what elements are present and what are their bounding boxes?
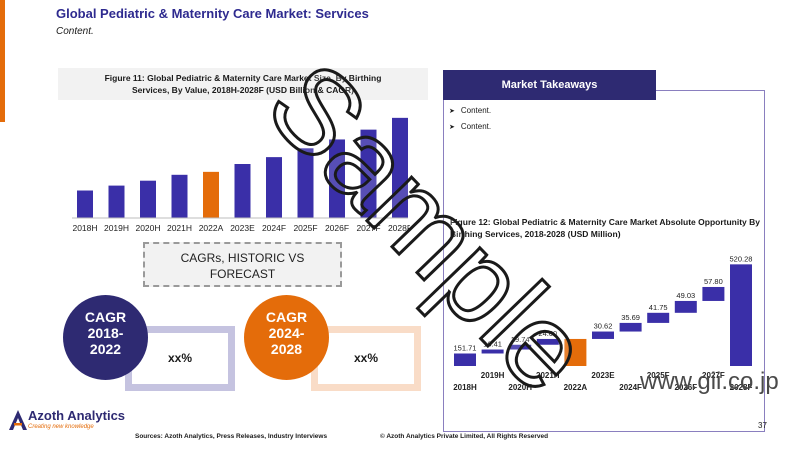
cagr-box-line1: CAGRs, HISTORIC VS [180, 251, 305, 265]
value-label: 49.03 [676, 291, 695, 300]
bar-2026F [329, 139, 345, 218]
takeaway-text: Content. [460, 122, 492, 131]
azoth-logo-icon [9, 410, 27, 430]
x-tick-label: 2026F [325, 223, 349, 233]
x-tick-label: 2027F [702, 371, 725, 380]
x-tick-label: 2019H [104, 223, 129, 233]
x-tick-label: 2023E [230, 223, 255, 233]
takeaway-item: ➤ Content. [449, 122, 491, 131]
footer-copyright: © Azoth Analytics Private Limited, All R… [380, 433, 549, 440]
arrow-bullet-icon: ➤ [449, 108, 455, 115]
azoth-logo: Azoth Analytics Creating new knowledge [8, 408, 125, 437]
x-tick-label: 2022A [564, 383, 588, 392]
cagr-forecast-period-line2: 2028 [270, 341, 303, 357]
x-tick-label: 2021H [536, 371, 560, 380]
bar-2019H [108, 185, 125, 218]
bar-2027F [360, 129, 377, 218]
cagr-forecast-badge: CAGR 2024- 2028 [244, 295, 329, 380]
left-figure-title-line1: Figure 11: Global Pediatric & Maternity … [104, 73, 382, 83]
x-tick-label: 2022A [199, 223, 224, 233]
bar-2025F [297, 148, 314, 218]
x-tick-label: 2024F [619, 383, 642, 392]
value-label: 520.28 [730, 254, 753, 263]
x-tick-label: 2025F [293, 223, 317, 233]
value-label: 151.71 [454, 343, 477, 352]
takeaway-text: Content. [460, 106, 492, 115]
market-size-bar-chart: 2018H 2019H 2020H 2021H 2022A 2023E 2024F 2025F… [72, 117, 410, 233]
absolute-opportunity-waterfall-chart: 151.71 2018H 16.41 2019H 19.74 2020H 24.00 2021… [453, 254, 753, 392]
bar-2022A [203, 171, 219, 218]
waterfall-bar-2024F [619, 322, 642, 332]
value-label: 16.41 [483, 340, 502, 349]
bar-2021H [171, 174, 188, 218]
waterfall-bar-2022A [564, 338, 587, 366]
slide-subtitle: Content. [56, 26, 94, 37]
waterfall-bar-2018H [454, 353, 476, 366]
takeaways-header: Market Takeaways [443, 70, 656, 100]
logo-name: Azoth Analytics [28, 408, 126, 423]
bar-2023E [234, 164, 251, 218]
x-tick-label: 2020H [508, 383, 532, 392]
cagr-box-line2: FORECAST [209, 267, 276, 281]
cagr-forecast-value: xx% [353, 351, 379, 365]
bar-2024F [266, 157, 282, 218]
slide-title: Global Pediatric & Maternity Care Market… [56, 6, 369, 21]
takeaway-item: ➤ Content. [449, 106, 491, 115]
cagr-historic-period-line2: 2022 [89, 341, 122, 357]
x-tick-label: 2028F [730, 383, 753, 392]
cagr-forecast-period-line1: 2024- [268, 325, 305, 341]
waterfall-bar-2026F [674, 300, 697, 313]
bar-2028F [392, 117, 408, 218]
value-label: 30.62 [594, 322, 613, 331]
waterfall-bar-2021H [536, 338, 559, 345]
cagr-forecast-label: CAGR [265, 309, 308, 325]
waterfall-bar-2025F [647, 312, 670, 323]
value-label: 24.00 [538, 329, 557, 338]
x-tick-label: 2024F [262, 223, 286, 233]
x-tick-label: 2018H [453, 383, 477, 392]
footer-sources: Sources: Azoth Analytics, Press Releases… [135, 433, 328, 440]
waterfall-bar-2020H [509, 344, 532, 350]
value-label: 57.80 [704, 277, 723, 286]
arrow-bullet-icon: ➤ [449, 124, 455, 131]
x-tick-label: 2023E [591, 371, 615, 380]
waterfall-bar-2023E [592, 331, 614, 339]
watermark-url: www.gii.co.jp [640, 368, 779, 395]
cagr-historic-value: xx% [167, 351, 193, 365]
bar-2018H [77, 190, 93, 218]
value-label: 19.74 [511, 335, 530, 344]
cagr-historic-label: CAGR [84, 309, 127, 325]
cagr-historic-badge: CAGR 2018- 2022 [63, 295, 148, 380]
x-tick-label: 2028F [388, 223, 410, 233]
x-tick-label: 2019H [481, 371, 505, 380]
accent-bar [0, 0, 5, 122]
x-tick-label: 2025F [647, 371, 670, 380]
logo-tagline: Creating new knowledge [28, 424, 94, 430]
value-label: 35.69 [621, 313, 640, 322]
x-tick-label: 2021H [167, 223, 192, 233]
page-number: 37 [758, 421, 767, 430]
value-label: 41.75 [649, 303, 668, 312]
left-figure-title-line2: Services, By Value, 2018H-2028F (USD Bil… [131, 85, 355, 95]
cagr-historic-period-line1: 2018- [87, 325, 124, 341]
waterfall-bar-2019H [481, 349, 504, 354]
waterfall-bar-2027F [702, 286, 725, 301]
right-figure-title: Figure 12: Global Pediatric & Maternity … [450, 217, 760, 239]
x-tick-label: 2026F [674, 383, 697, 392]
waterfall-bar-2028F [730, 264, 752, 366]
bar-2020H [140, 180, 156, 218]
x-tick-label: 2018H [72, 223, 97, 233]
left-figure-title: Figure 11: Global Pediatric & Maternity … [58, 68, 428, 100]
x-tick-label: 2027F [356, 223, 380, 233]
x-tick-label: 2020H [135, 223, 160, 233]
cagr-comparison-box: CAGRs, HISTORIC VS FORECAST [143, 242, 342, 287]
